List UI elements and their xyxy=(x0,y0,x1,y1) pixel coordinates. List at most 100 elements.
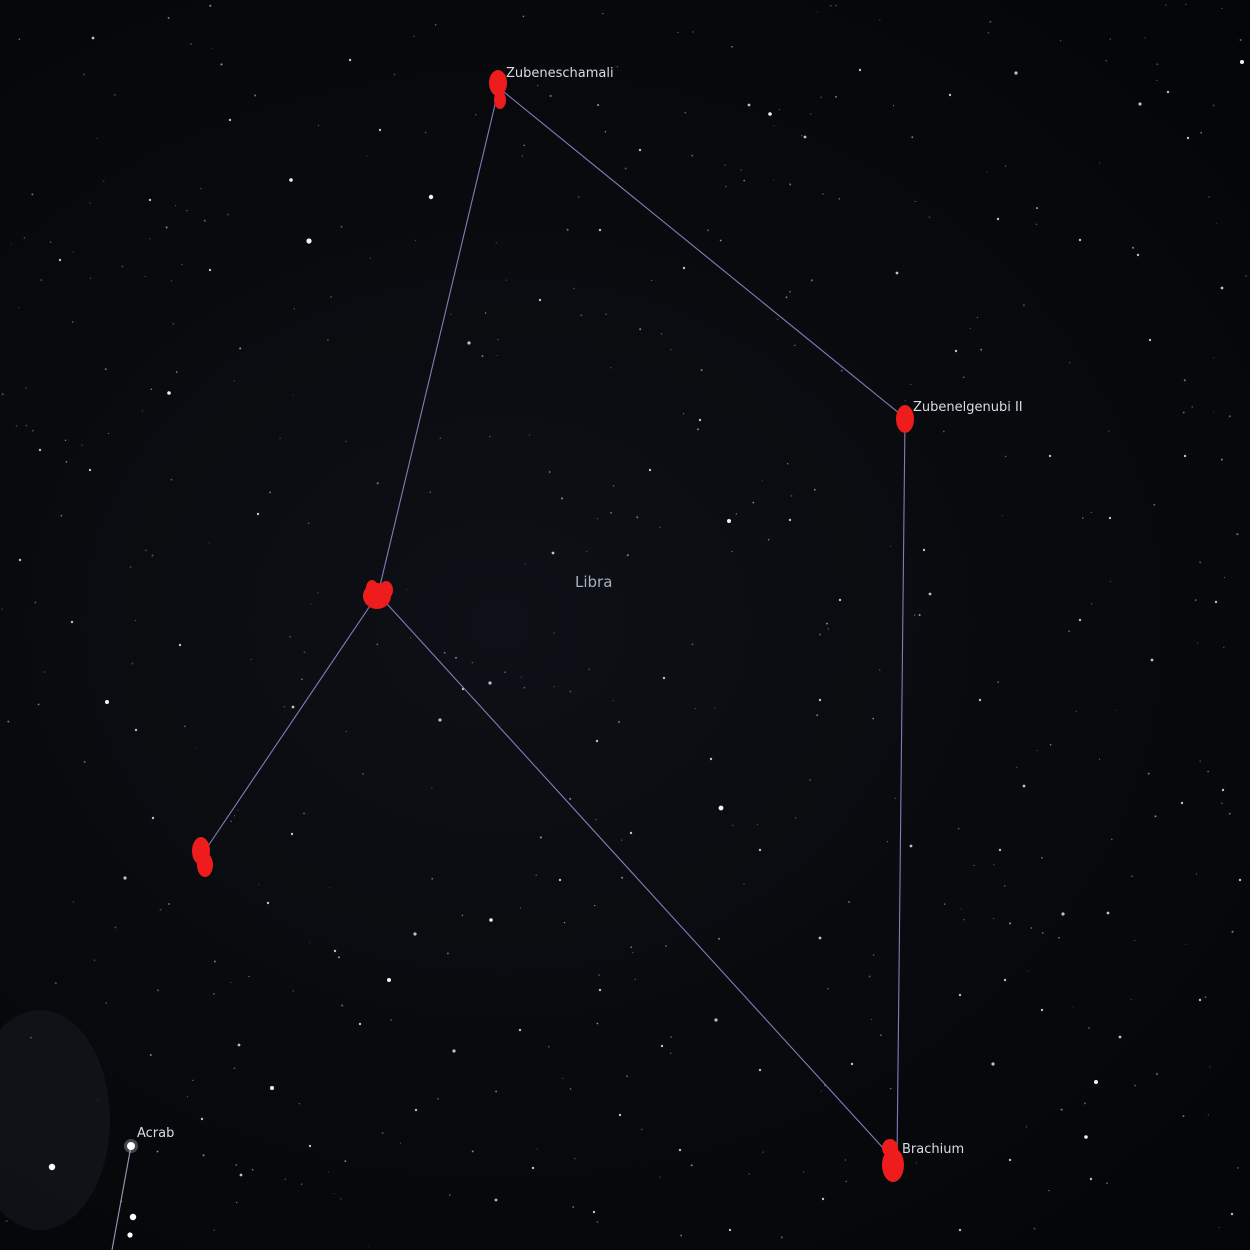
faint-star-dot xyxy=(911,136,914,139)
faint-star-dot xyxy=(731,45,733,48)
star-dot xyxy=(1148,338,1152,342)
marker-zubeneschamali[interactable] xyxy=(489,70,507,109)
nebula-glow xyxy=(0,1010,110,1230)
faint-star-dot xyxy=(230,981,232,984)
faint-star-dot xyxy=(439,437,441,439)
marker-brachium[interactable] xyxy=(882,1139,904,1182)
faint-star-dot xyxy=(1221,802,1223,805)
faint-star-dot xyxy=(610,512,612,514)
faint-star-dot xyxy=(1154,815,1157,818)
faint-star-dot xyxy=(725,185,727,188)
faint-star-dot xyxy=(233,1067,236,1070)
faint-star-dot xyxy=(821,193,824,195)
faint-star-dot xyxy=(461,914,464,917)
marker-center-star[interactable] xyxy=(363,580,393,609)
star-dot xyxy=(333,949,337,953)
faint-star-dot xyxy=(345,440,347,443)
faint-star-dot xyxy=(1182,411,1185,414)
star-dot xyxy=(438,718,442,722)
faint-star-dot xyxy=(362,772,364,775)
faint-star-dot xyxy=(1115,709,1117,711)
faint-star-dot xyxy=(816,714,819,717)
faint-star-dot xyxy=(200,187,202,190)
faint-star-dot xyxy=(284,1178,287,1181)
faint-star-dot xyxy=(31,429,34,432)
faint-star-dot xyxy=(1035,207,1039,210)
faint-star-dot xyxy=(588,668,591,671)
faint-star-dot xyxy=(1015,766,1018,769)
star-dot xyxy=(531,1166,535,1170)
faint-star-dot xyxy=(435,24,437,26)
faint-star-dot xyxy=(145,549,147,552)
star-dot xyxy=(151,816,155,820)
faint-star-dot xyxy=(103,180,105,182)
faint-star-dot xyxy=(1196,642,1199,644)
faint-star-dot xyxy=(381,1132,384,1134)
star-dot xyxy=(413,932,417,936)
faint-star-dot xyxy=(181,263,183,266)
label-acrab[interactable]: Acrab xyxy=(137,1126,174,1141)
star-dot xyxy=(728,1228,732,1232)
faint-star-dot xyxy=(670,348,672,351)
faint-star-dot xyxy=(83,73,85,76)
constellation-name-label[interactable]: Libra xyxy=(575,573,612,591)
faint-star-dot xyxy=(573,287,575,290)
faint-star-dot xyxy=(537,85,539,87)
marker-lower-left-star[interactable] xyxy=(192,837,213,877)
faint-star-dot xyxy=(1049,743,1052,746)
faint-star-dot xyxy=(366,155,368,157)
faint-star-dot xyxy=(889,1087,892,1090)
label-brachium[interactable]: Brachium xyxy=(902,1142,964,1157)
faint-star-dot xyxy=(1090,511,1092,513)
faint-star-dot xyxy=(598,974,600,976)
faint-star-dot xyxy=(481,355,484,358)
faint-star-dot xyxy=(980,348,983,351)
star-dot xyxy=(308,1144,312,1148)
star-dot xyxy=(618,1113,622,1117)
star-dot xyxy=(58,258,62,262)
star-dot xyxy=(598,988,602,992)
acrab-star[interactable] xyxy=(124,1139,138,1153)
marker-zubenelgenubi[interactable] xyxy=(896,405,914,433)
faint-star-dot xyxy=(10,242,12,245)
faint-star-dot xyxy=(539,836,542,839)
faint-star-dot xyxy=(943,903,946,905)
faint-star-dot xyxy=(604,130,607,133)
faint-star-dot xyxy=(254,94,257,97)
star-dot xyxy=(1198,998,1202,1002)
faint-star-dot xyxy=(1212,104,1215,107)
faint-star-dot xyxy=(1,608,3,610)
label-zubeneschamali[interactable]: Zubeneschamali xyxy=(506,66,614,81)
faint-star-dot xyxy=(345,730,347,732)
faint-star-dot xyxy=(5,1220,8,1222)
faint-star-dot xyxy=(1134,1084,1136,1087)
faint-star-dot xyxy=(621,876,624,879)
faint-star-dot xyxy=(743,179,746,182)
star-dot xyxy=(1094,1080,1098,1084)
faint-star-dot xyxy=(1134,939,1136,942)
faint-star-dot xyxy=(248,975,250,978)
faint-star-dot xyxy=(237,809,239,811)
faint-star-dot xyxy=(1185,3,1187,5)
faint-star-dot xyxy=(293,308,296,310)
faint-star-dot xyxy=(801,135,803,137)
star-dot xyxy=(660,1044,664,1048)
star-dot xyxy=(838,598,842,602)
label-zubenelgenubi[interactable]: Zubenelgenubi II xyxy=(913,400,1023,415)
faint-star-dot xyxy=(535,874,538,877)
faint-star-dot xyxy=(220,63,223,66)
faint-star-dot xyxy=(25,387,27,389)
faint-star-dot xyxy=(235,1163,238,1166)
faint-star-dot xyxy=(528,434,530,436)
faint-star-dot xyxy=(1223,646,1225,649)
star-dot xyxy=(467,341,471,345)
star-dot xyxy=(1061,912,1065,916)
star-dot xyxy=(538,298,542,302)
line-sigma-to-upsilon xyxy=(201,593,379,856)
faint-star-dot xyxy=(505,279,508,281)
faint-star-dot xyxy=(820,96,822,99)
star-dot xyxy=(1108,516,1112,520)
star-dot xyxy=(1240,60,1244,64)
